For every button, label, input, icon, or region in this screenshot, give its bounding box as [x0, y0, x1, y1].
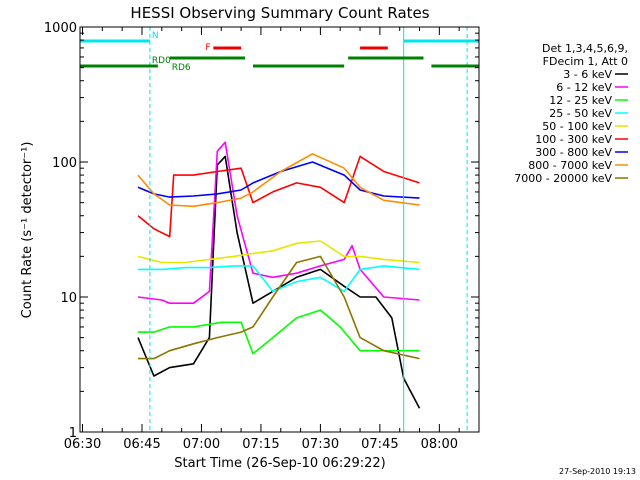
- legend-header-line: FDecim 1, Att 0: [543, 55, 628, 68]
- legend-label: 12 - 25 keV: [549, 94, 612, 107]
- legend-label: 50 - 100 keV: [542, 120, 612, 133]
- data-layer: [137, 141, 421, 409]
- plot-frame: [79, 26, 480, 433]
- axis-layer: 06:30 06:45 07:00 07:15 07:30 07:45 08:00 1 10 10…: [44, 21, 480, 452]
- legend-label: 25 - 50 keV: [549, 107, 612, 120]
- legend: Det 1,3,4,5,6,9,FDecim 1, Att 03 - 6 keV…: [514, 42, 628, 185]
- series-line: [137, 153, 420, 208]
- flag-label-n: N: [152, 31, 159, 41]
- legend-label: 6 - 12 keV: [556, 81, 612, 94]
- series-line: [137, 155, 420, 238]
- legend-header-line: Det 1,3,4,5,6,9,: [542, 42, 628, 55]
- flag-label-f: F: [205, 43, 210, 53]
- flag-label-rd6: RD6: [172, 63, 191, 73]
- series-line: [137, 155, 421, 409]
- x-tick-label: 06:45: [123, 437, 160, 452]
- x-tick-label: 06:30: [64, 437, 101, 452]
- chart-title: HESSI Observing Summary Count Rates: [130, 4, 429, 22]
- series-line: [138, 255, 420, 360]
- series-line: [137, 240, 420, 264]
- legend-label: 7000 - 20000 keV: [514, 172, 612, 185]
- series-line: [138, 265, 420, 293]
- y-tick-label: 10: [60, 291, 77, 306]
- y-tick-label: 1000: [44, 21, 77, 36]
- x-tick-label: 07:30: [302, 437, 339, 452]
- x-tick-label: 07:45: [361, 437, 398, 452]
- x-tick-label: 07:00: [183, 437, 220, 452]
- x-tick-label: 07:15: [242, 437, 279, 452]
- legend-label: 100 - 300 keV: [535, 133, 612, 146]
- x-tick-label: 08:00: [421, 437, 458, 452]
- series-line: [138, 309, 420, 355]
- legend-label: 300 - 800 keV: [535, 146, 612, 159]
- series-line: [137, 161, 420, 199]
- flag-label-rd0: RD0: [152, 56, 171, 66]
- y-tick-label: 100: [52, 156, 77, 171]
- footer-timestamp: 27-Sep-2010 19:13: [559, 467, 636, 476]
- y-tick-label: 1: [69, 426, 77, 441]
- y-axis-label: Count Rate (s⁻¹ detector⁻¹): [20, 142, 35, 319]
- legend-label: 800 - 7000 keV: [528, 159, 612, 172]
- series-line: [137, 141, 420, 305]
- x-axis-label: Start Time (26-Sep-10 06:29:22): [174, 456, 385, 471]
- legend-label: 3 - 6 keV: [563, 68, 612, 81]
